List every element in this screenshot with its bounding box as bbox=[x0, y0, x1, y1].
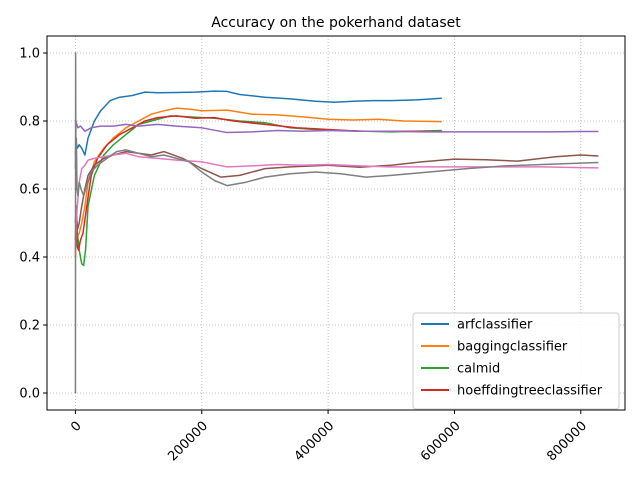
series-line-baggingclassifier bbox=[74, 107, 442, 258]
y-tick-label: 0.4 bbox=[19, 251, 40, 266]
y-tick-label: 1.0 bbox=[19, 47, 40, 62]
y-tick-label: 0.8 bbox=[19, 115, 40, 130]
series-layer bbox=[74, 52, 599, 394]
series-line-unlabeled-4 bbox=[74, 120, 599, 169]
series-line-unlabeled-7 bbox=[74, 52, 599, 394]
legend-frame bbox=[412, 312, 620, 410]
legend: arfclassifier baggingclassifier calmid hoef… bbox=[412, 312, 620, 410]
series-line-unlabeled-6 bbox=[74, 152, 599, 251]
series-line-hoeffdingtreeclassifier bbox=[74, 115, 442, 251]
y-tick-label: 0.2 bbox=[19, 319, 40, 334]
legend-label: calmid bbox=[457, 362, 500, 377]
y-tick-label: 0.0 bbox=[19, 387, 40, 402]
series-line-arfclassifier bbox=[74, 90, 442, 156]
plot-frame bbox=[46, 35, 626, 411]
legend-label: hoeffdingtreeclassifier bbox=[457, 384, 603, 399]
chart-title: Accuracy on the pokerhand dataset bbox=[211, 15, 461, 31]
legend-label: baggingclassifier bbox=[457, 340, 568, 355]
legend-label: arfclassifier bbox=[457, 318, 533, 333]
y-tick-label: 0.6 bbox=[19, 183, 40, 198]
